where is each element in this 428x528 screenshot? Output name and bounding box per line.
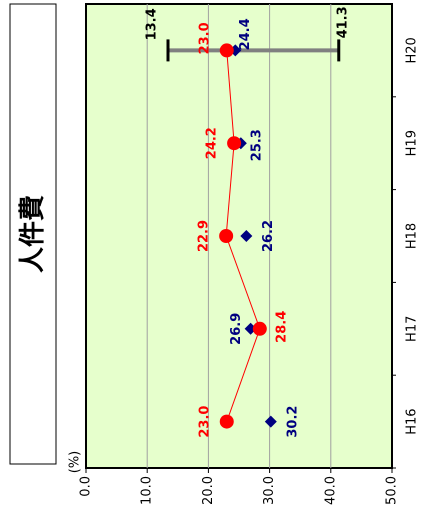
blue-data-label: 24.4 bbox=[238, 18, 253, 50]
diamond-marker bbox=[240, 230, 253, 242]
blue-data-label: 26.9 bbox=[229, 313, 244, 345]
value-tick-label: 40.0 bbox=[323, 476, 338, 505]
chart-title: 人件費 bbox=[18, 195, 48, 273]
category-label: H19 bbox=[405, 130, 420, 156]
value-tick-label: 30.0 bbox=[262, 476, 277, 505]
gridlines bbox=[146, 4, 332, 468]
circle-marker bbox=[219, 43, 234, 58]
blue-data-label: 30.2 bbox=[285, 406, 300, 438]
range-min-label: 13.4 bbox=[145, 8, 160, 40]
data-labels: 23.0 28.4 22.9 24.2 23.0 30.2 26.9 26.2 25.3 24.4 bbox=[197, 18, 301, 437]
circle-marker bbox=[227, 136, 242, 151]
blue-data-label: 25.3 bbox=[249, 129, 264, 161]
red-data-label: 23.0 bbox=[197, 406, 212, 438]
plot-area bbox=[85, 3, 393, 469]
circle-marker bbox=[219, 414, 234, 429]
value-tick-label: 10.0 bbox=[140, 476, 155, 505]
red-data-label: 28.4 bbox=[274, 311, 289, 343]
diamond-marker bbox=[264, 415, 277, 428]
red-data-label: 24.2 bbox=[205, 127, 220, 159]
blue-data-label: 26.2 bbox=[261, 220, 276, 252]
value-axis-ticks: 0.0 10.0 20.0 30.0 40.0 50.0 bbox=[79, 468, 400, 505]
circle-marker bbox=[252, 321, 267, 336]
range-max-label: 41.3 bbox=[335, 6, 350, 38]
value-tick-label: 0.0 bbox=[79, 476, 94, 497]
category-label: H16 bbox=[405, 408, 420, 434]
value-tick-label: 50.0 bbox=[385, 476, 400, 505]
category-axis-labels: H16 H17 H18 H19 H20 bbox=[392, 37, 420, 469]
circle-marker bbox=[219, 229, 234, 243]
unit-label: (%) bbox=[68, 451, 83, 474]
series-markers bbox=[219, 43, 277, 429]
category-label: H18 bbox=[405, 223, 420, 249]
category-label: H17 bbox=[405, 316, 420, 342]
range-bar: 13.4 41.3 bbox=[145, 6, 350, 62]
red-data-label: 23.0 bbox=[197, 22, 212, 54]
value-tick-label: 20.0 bbox=[201, 476, 216, 505]
category-label: H20 bbox=[405, 37, 420, 63]
red-data-label: 22.9 bbox=[197, 220, 212, 252]
title-box bbox=[9, 3, 57, 465]
